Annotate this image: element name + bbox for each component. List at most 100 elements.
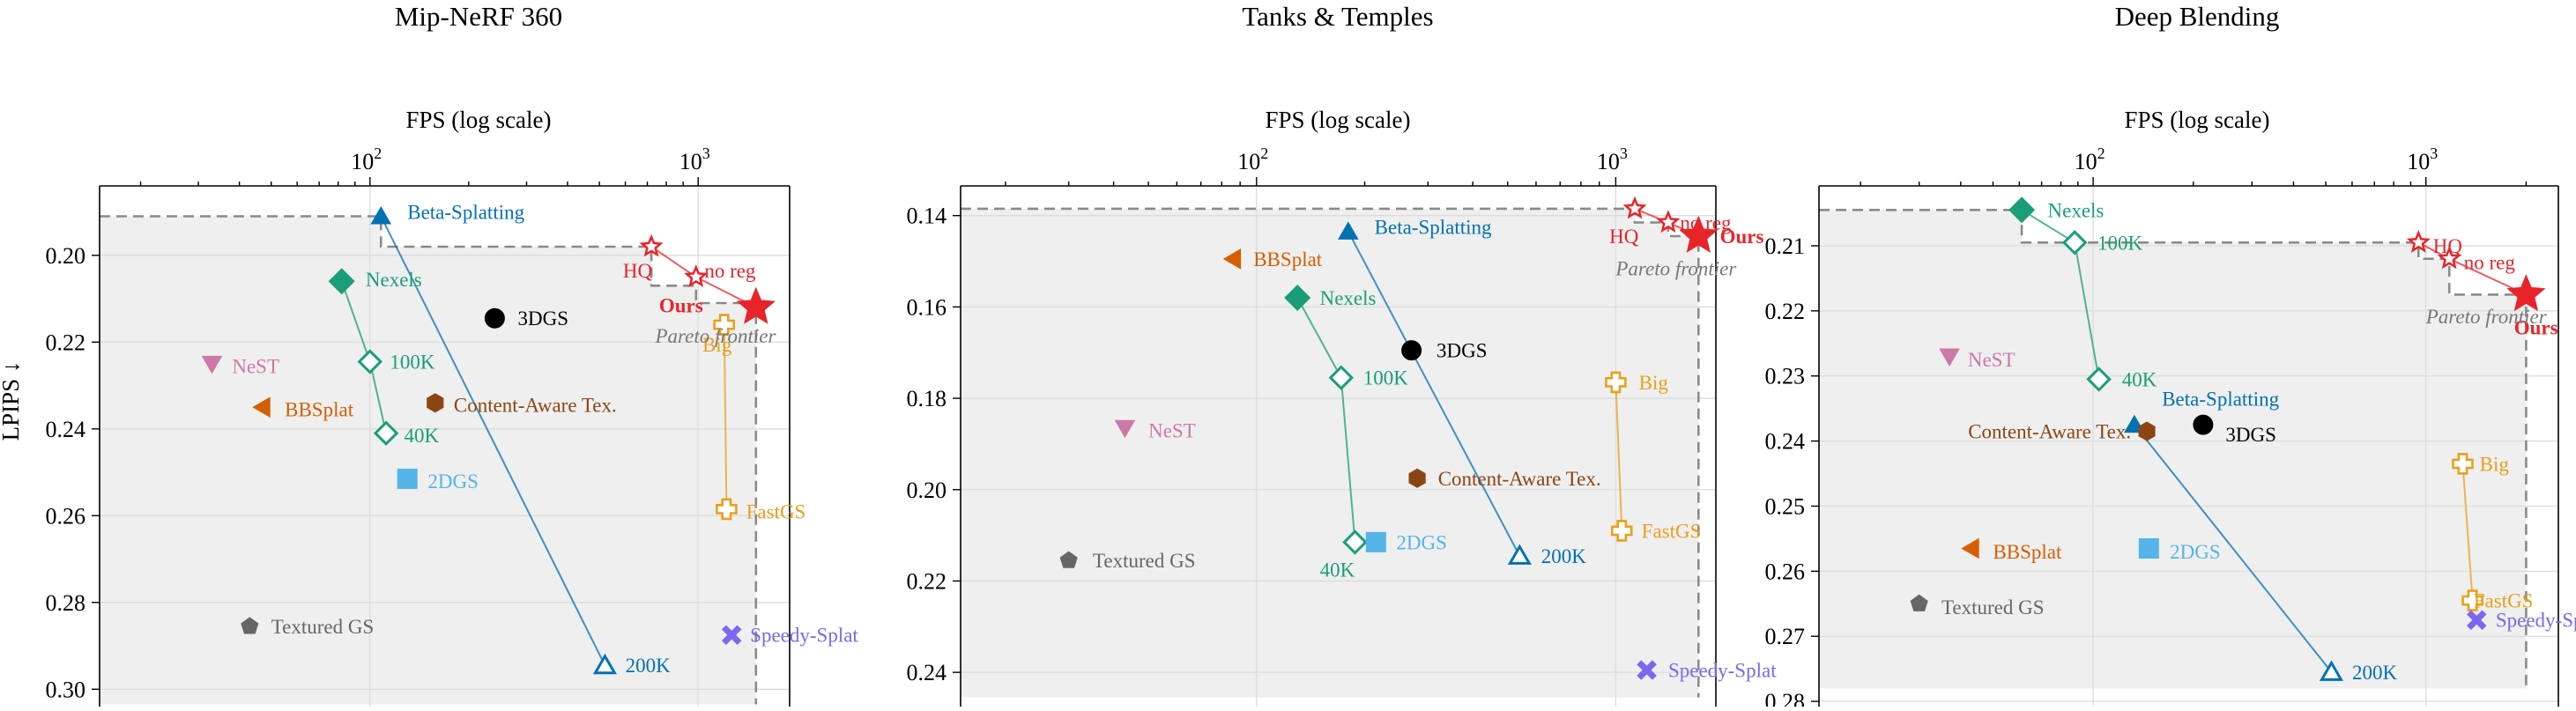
pareto-frontier-label: Pareto frontier bbox=[655, 325, 777, 347]
point-label-2dgs: 2DGS bbox=[2170, 541, 2221, 563]
point-label-speedy-splat: Speedy-Splat bbox=[2496, 610, 2576, 632]
point-label-nexels: Nexels bbox=[366, 269, 422, 291]
x-tick-label: 103 bbox=[1597, 144, 1628, 174]
x-tick-label: 103 bbox=[679, 144, 710, 174]
point-label-hq: HQ bbox=[623, 260, 653, 282]
point-3dgs bbox=[2194, 415, 2213, 434]
x-axis-title: FPS (log scale) bbox=[2125, 107, 2270, 133]
y-tick-label: 0.21 bbox=[1765, 233, 1806, 259]
point-label-nexels: Nexels bbox=[2048, 199, 2105, 221]
y-tick-label: 0.24 bbox=[46, 417, 86, 442]
y-tick-label: 0.18 bbox=[907, 386, 947, 411]
chart-panel-deep-blending: Deep Blending FPS (log scale) 102 103 0.21 0.… bbox=[1765, 1, 2576, 707]
x-tick-label: 102 bbox=[1237, 144, 1268, 174]
point-label-speedy-splat: Speedy-Splat bbox=[1668, 660, 1777, 682]
y-tick-label: 0.26 bbox=[1765, 559, 1806, 584]
point-label-100k: 100K bbox=[1363, 367, 1409, 389]
point-label-speedy-splat: Speedy-Splat bbox=[750, 625, 858, 647]
y-tick-label: 0.14 bbox=[907, 204, 947, 229]
point-label-textured-gs: Textured GS bbox=[271, 616, 375, 638]
y-tick-label: 0.22 bbox=[1765, 299, 1806, 324]
y-tick-label: 0.26 bbox=[46, 503, 86, 529]
point-no-reg bbox=[687, 267, 705, 285]
chart-title: Tanks & Temples bbox=[1242, 1, 1433, 32]
point-label-3dgs: 3DGS bbox=[517, 307, 568, 330]
point-content-aware-tex bbox=[2139, 422, 2155, 441]
point-content-aware-tex bbox=[427, 394, 443, 412]
y-tick-label: 0.22 bbox=[907, 568, 947, 594]
point-label-content-aware-tex: Content-Aware Tex. bbox=[454, 395, 617, 417]
y-tick-label: 0.20 bbox=[907, 478, 947, 503]
y-tick-label: 0.20 bbox=[46, 243, 86, 269]
point-label-no-reg: no reg bbox=[2464, 251, 2516, 273]
point-label-fastgs: FastGS bbox=[746, 500, 806, 522]
point-label-nest: NeST bbox=[232, 355, 279, 377]
point-label-100k: 100K bbox=[2097, 232, 2143, 254]
point-label-bbsplat: BBSplat bbox=[1253, 248, 1323, 270]
point-2dgs bbox=[1366, 532, 1385, 552]
x-axis-title: FPS (log scale) bbox=[406, 107, 552, 133]
point-label-big: Big bbox=[2480, 453, 2510, 475]
point-label-3dgs: 3DGS bbox=[2225, 424, 2276, 446]
y-tick-label: 0.22 bbox=[46, 330, 86, 355]
y-tick-label: 0.30 bbox=[46, 677, 86, 702]
y-tick-label: 0.28 bbox=[1765, 689, 1806, 707]
y-tick-label: 0.16 bbox=[907, 294, 947, 320]
chart-panel-tanks-temples: Tanks & Temples FPS (log scale) 102 103 0.14… bbox=[907, 1, 1778, 707]
point-label-beta-splatting: Beta-Splatting bbox=[407, 202, 524, 224]
point-label-nest: NeST bbox=[1148, 419, 1196, 441]
point-label-200k: 200K bbox=[2352, 662, 2398, 684]
point-label-200k: 200K bbox=[1541, 545, 1587, 567]
point-label-bbsplat: BBSplat bbox=[1993, 541, 2062, 563]
y-tick-label: 0.23 bbox=[1765, 364, 1806, 389]
pareto-region bbox=[1819, 210, 2526, 688]
pareto-region bbox=[100, 217, 756, 705]
y-tick-label: 0.28 bbox=[46, 590, 86, 616]
point-label-fastgs: FastGS bbox=[1642, 520, 1702, 542]
point-label-nest: NeST bbox=[1968, 349, 2016, 371]
point-label-beta-splatting: Beta-Splatting bbox=[1375, 217, 1492, 239]
pareto-frontier-label: Pareto frontier bbox=[2425, 306, 2548, 328]
chart-title: Mip-NeRF 360 bbox=[395, 1, 562, 32]
point-label-ours: Ours bbox=[659, 294, 703, 316]
x-tick-label: 102 bbox=[351, 144, 382, 174]
x-tick-label: 103 bbox=[2407, 144, 2438, 174]
point-label-textured-gs: Textured GS bbox=[1941, 596, 2045, 618]
x-tick-label: 102 bbox=[2075, 144, 2105, 174]
point-label-big: Big bbox=[1639, 372, 1669, 394]
point-label-hq: HQ bbox=[2433, 235, 2463, 257]
point-label-hq: HQ bbox=[1609, 226, 1639, 248]
point-label-textured-gs: Textured GS bbox=[1093, 550, 1196, 572]
point-3dgs bbox=[485, 308, 504, 328]
point-label-40k: 40K bbox=[404, 425, 439, 447]
y-tick-label: 0.24 bbox=[907, 660, 947, 685]
point-label-beta-splatting: Beta-Splatting bbox=[2162, 389, 2279, 411]
point-2dgs bbox=[2139, 538, 2158, 558]
point-label-40k: 40K bbox=[2122, 368, 2157, 390]
point-label-100k: 100K bbox=[390, 351, 435, 373]
point-3dgs bbox=[1402, 341, 1422, 360]
x-axis-title: FPS (log scale) bbox=[1266, 107, 1411, 133]
point-label-no-reg: no reg bbox=[704, 260, 756, 282]
y-axis-title: LPIPS ↓ bbox=[0, 361, 24, 441]
point-label-bbsplat: BBSplat bbox=[285, 399, 354, 421]
point-label-2dgs: 2DGS bbox=[1396, 531, 1447, 553]
chart-title: Deep Blending bbox=[2115, 1, 2280, 32]
point-label-200k: 200K bbox=[626, 655, 672, 677]
point-label-ours: Ours bbox=[1720, 226, 1764, 248]
point-label-40k: 40K bbox=[1320, 559, 1355, 581]
y-tick-label: 0.25 bbox=[1765, 493, 1806, 519]
point-2dgs bbox=[397, 469, 417, 488]
point-label-content-aware-tex: Content-Aware Tex. bbox=[1968, 421, 2131, 443]
point-label-nexels: Nexels bbox=[1320, 287, 1377, 309]
pareto-region bbox=[961, 209, 1698, 698]
point-label-2dgs: 2DGS bbox=[427, 470, 479, 493]
y-tick-label: 0.27 bbox=[1765, 624, 1806, 649]
point-label-3dgs: 3DGS bbox=[1436, 340, 1488, 362]
point-label-content-aware-tex: Content-Aware Tex. bbox=[1438, 468, 1601, 490]
chart-panel-mip-nerf-360: Mip-NeRF 360 FPS (log scale) 102 103 0.20 0.2… bbox=[0, 1, 858, 707]
point-content-aware-tex bbox=[1409, 469, 1425, 487]
pareto-frontier-label: Pareto frontier bbox=[1615, 257, 1737, 279]
y-tick-label: 0.24 bbox=[1765, 429, 1806, 455]
